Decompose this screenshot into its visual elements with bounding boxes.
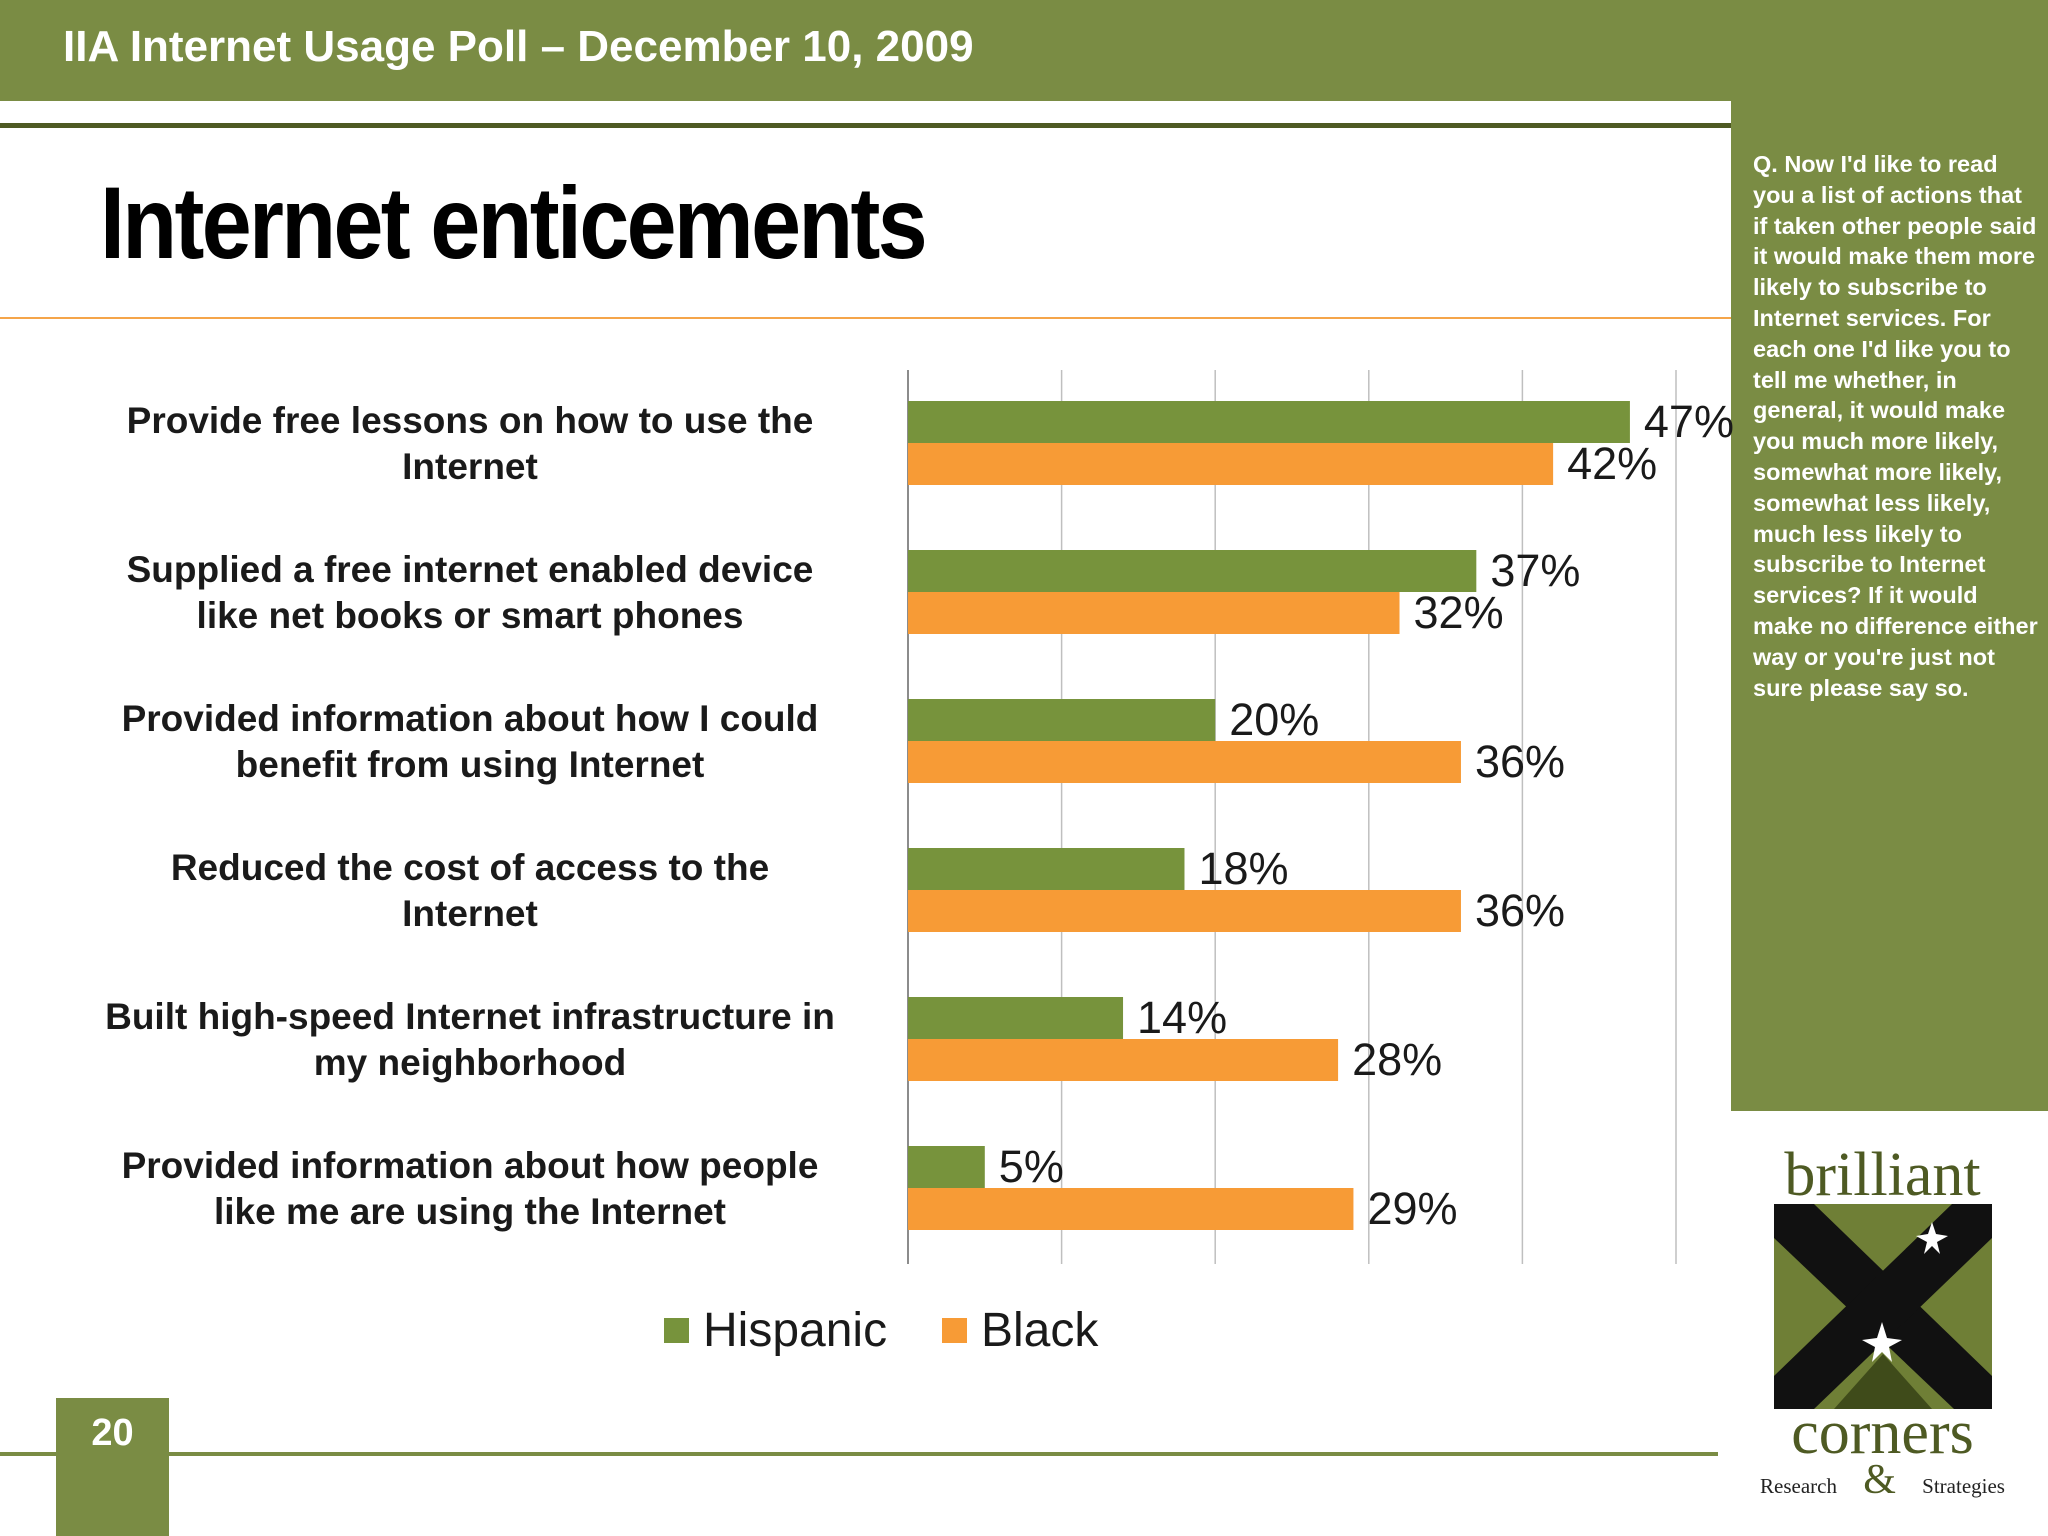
category-label-line: Provided information about how people: [121, 1145, 819, 1186]
data-label-hispanic-2: 37%: [1490, 545, 1580, 596]
category-label-5: Built high-speed Internet infrastructure…: [40, 994, 900, 1086]
bar-black-1: [908, 443, 1554, 485]
logo-tagline: Research & Strategies: [1760, 1457, 2005, 1504]
logo-wordmark-bottom: corners: [1791, 1399, 1974, 1467]
data-label-hispanic-5: 14%: [1137, 992, 1227, 1043]
logo-ampersand: &: [1863, 1457, 1896, 1503]
logo-wordmark-top: brilliant: [1784, 1141, 1981, 1209]
bar-black-3: [908, 741, 1461, 783]
category-label-3: Provided information about how I could be…: [40, 696, 900, 788]
category-label-line: Built high-speed Internet infrastructure…: [105, 996, 835, 1037]
bar-hispanic-6: [908, 1146, 985, 1188]
data-label-hispanic-1: 47%: [1644, 396, 1734, 447]
legend-label-black: Black: [981, 1304, 1099, 1357]
category-label-line: my neighborhood: [313, 1042, 627, 1083]
category-label-line: benefit from using Internet: [235, 744, 705, 785]
data-label-hispanic-4: 18%: [1198, 843, 1288, 894]
legend-item-hispanic: Hispanic: [664, 1303, 887, 1358]
category-label-line: Supplied a free internet enabled device: [126, 549, 814, 590]
legend-label-hispanic: Hispanic: [703, 1304, 888, 1357]
page-title: Internet enticements: [100, 166, 928, 280]
bar-hispanic-2: [908, 550, 1477, 592]
category-label-line: Provided information about how I could: [121, 698, 819, 739]
legend-swatch-hispanic: [664, 1318, 689, 1343]
page-number-box: 20: [56, 1398, 169, 1536]
data-label-black-1: 42%: [1567, 438, 1657, 489]
category-label-line: Internet: [402, 446, 538, 487]
category-label-line: like net books or smart phones: [196, 595, 744, 636]
legend-item-black: Black: [942, 1303, 1098, 1358]
data-label-black-4: 36%: [1475, 885, 1565, 936]
data-label-black-5: 28%: [1352, 1034, 1442, 1085]
title-divider: [0, 317, 1731, 319]
bar-black-4: [908, 890, 1461, 932]
category-label-6: Provided information about how people lik…: [40, 1143, 900, 1235]
logo-x-mark-icon: [1774, 1204, 1992, 1409]
legend-swatch-black: [942, 1318, 967, 1343]
footer-divider: [0, 1452, 1718, 1456]
bar-black-5: [908, 1039, 1339, 1081]
bar-hispanic-3: [908, 699, 1216, 741]
data-label-hispanic-6: 5%: [999, 1141, 1064, 1192]
category-label-line: Provide free lessons on how to use the: [126, 400, 814, 441]
chart-legend: Hispanic Black: [0, 1303, 2048, 1363]
bar-hispanic-5: [908, 997, 1124, 1039]
category-label-4: Reduced the cost of access to the Interne…: [40, 845, 900, 937]
data-label-black-2: 32%: [1414, 587, 1504, 638]
bar-hispanic-4: [908, 848, 1185, 890]
brilliant-corners-logo: brilliant corners Research & Strategies: [1760, 1140, 2005, 1503]
data-label-hispanic-3: 20%: [1229, 694, 1319, 745]
header-band: IIA Internet Usage Poll – December 10, 2…: [0, 0, 2048, 101]
data-label-black-3: 36%: [1475, 736, 1565, 787]
question-text: Q. Now I'd like to read you a list of ac…: [1753, 151, 2038, 701]
page-number: 20: [91, 1412, 134, 1454]
category-label-line: Reduced the cost of access to the: [170, 847, 770, 888]
data-label-black-6: 29%: [1367, 1183, 1457, 1234]
category-label-line: Internet: [402, 893, 538, 934]
category-label-2: Supplied a free internet enabled device l…: [40, 547, 900, 639]
category-label-line: like me are using the Internet: [214, 1191, 726, 1232]
question-panel: Q. Now I'd like to read you a list of ac…: [1731, 101, 2048, 1111]
header-title: IIA Internet Usage Poll – December 10, 2…: [63, 22, 974, 71]
bar-black-6: [908, 1188, 1354, 1230]
logo-tagline-right: Strategies: [1922, 1473, 2005, 1498]
header-divider: [0, 123, 1731, 128]
logo-tagline-left: Research: [1760, 1473, 1837, 1498]
bar-black-2: [908, 592, 1400, 634]
bar-hispanic-1: [908, 401, 1630, 443]
category-label-1: Provide free lessons on how to use the In…: [40, 398, 900, 490]
